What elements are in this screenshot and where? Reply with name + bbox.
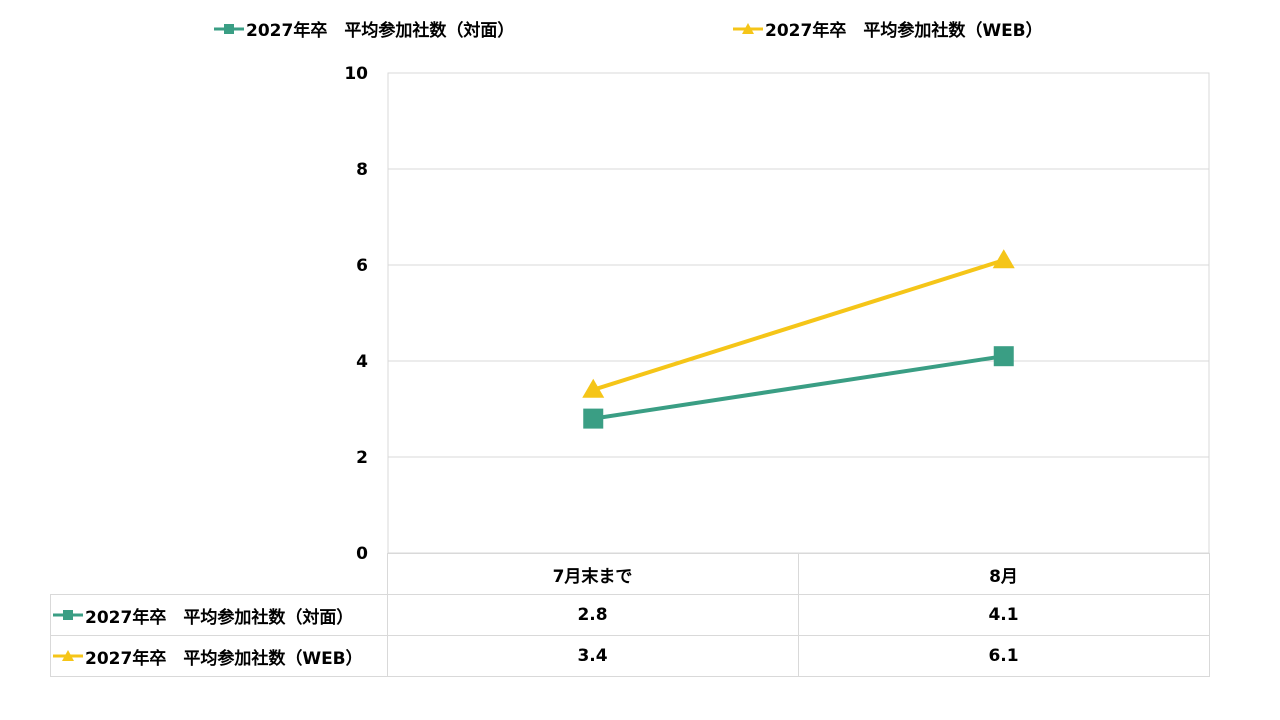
legend-label-web: 2027年卒 平均参加社数（WEB）	[765, 21, 1043, 41]
table-row: 2027年卒 平均参加社数（WEB） 3.4 6.1	[50, 635, 1210, 677]
y-tick-label: 4	[356, 352, 368, 372]
table-row-header: 2027年卒 平均参加社数（WEB）	[50, 635, 388, 677]
data-table: 7月末まで 8月 2027年卒 平均参加社数（対面） 2.8 4.1 2027年…	[50, 553, 1210, 677]
legend-line-square-icon	[214, 23, 244, 34]
table-row: 2027年卒 平均参加社数（対面） 2.8 4.1	[50, 594, 1210, 636]
legend-label-face-to-face: 2027年卒 平均参加社数（対面）	[246, 21, 515, 41]
series-lines	[592, 258, 1005, 421]
y-tick-label: 6	[356, 256, 368, 276]
table-header-row: 7月末まで 8月	[50, 553, 1210, 595]
table-cell-value: 6.1	[797, 635, 1210, 677]
table-header-cell: 8月	[797, 553, 1210, 595]
data-point-triangle	[582, 378, 605, 398]
legend-item-web: 2027年卒 平均参加社数（WEB）	[733, 16, 1043, 41]
plot-area-border	[387, 72, 1210, 554]
legend-item-face-to-face: 2027年卒 平均参加社数（対面）	[214, 16, 514, 41]
table-cell-value: 4.1	[797, 594, 1210, 636]
legend-line-triangle-icon	[53, 650, 83, 661]
series-line-1	[592, 258, 1005, 392]
table-cell-value: 3.4	[386, 635, 799, 677]
y-tick-label: 8	[356, 160, 368, 180]
data-point-square	[993, 346, 1014, 367]
data-point-square	[583, 408, 604, 429]
table-row-header: 2027年卒 平均参加社数（対面）	[50, 594, 388, 636]
gridlines	[387, 72, 1210, 554]
legend-line-triangle-icon	[733, 22, 763, 34]
table-corner-cell	[50, 553, 388, 595]
table-row-label: 2027年卒 平均参加社数（対面）	[85, 607, 354, 628]
table-row-label: 2027年卒 平均参加社数（WEB）	[85, 648, 363, 669]
table-cell-value: 2.8	[386, 594, 799, 636]
series-line-0	[592, 354, 1005, 421]
y-tick-label: 10	[344, 64, 368, 84]
table-header-cell: 7月末まで	[386, 553, 799, 595]
legend-line-square-icon	[53, 610, 83, 620]
y-tick-label: 2	[356, 448, 368, 468]
series-markers	[582, 249, 1015, 429]
data-point-triangle	[992, 249, 1015, 269]
